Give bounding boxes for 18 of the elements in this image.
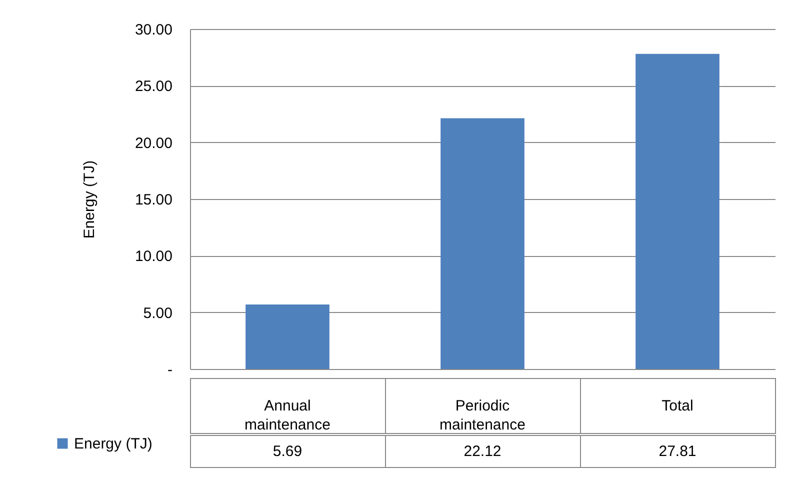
y-tick-label: 10.00	[134, 248, 172, 266]
y-tick-label: 30.00	[134, 22, 172, 38]
legend-label: Energy (TJ)	[74, 436, 152, 452]
bar	[246, 304, 330, 369]
x-tick-label: Total	[662, 398, 694, 414]
y-tick-label: -	[168, 362, 172, 378]
bar	[636, 54, 720, 369]
data-label: 22.12	[464, 443, 502, 460]
data-label: 5.69	[272, 443, 302, 460]
y-tick-label: 20.00	[134, 134, 172, 152]
x-tick-label: Periodic maintenance	[440, 398, 526, 434]
y-axis-title: Energy (TJ)	[80, 160, 98, 239]
y-tick-label: 25.00	[134, 78, 172, 96]
bar	[440, 118, 524, 369]
data-label: 27.81	[658, 443, 696, 460]
y-tick-label: 15.00	[134, 192, 172, 208]
x-tick-label: Annual maintenance	[244, 398, 330, 434]
y-tick-label: 5.00	[143, 304, 172, 322]
